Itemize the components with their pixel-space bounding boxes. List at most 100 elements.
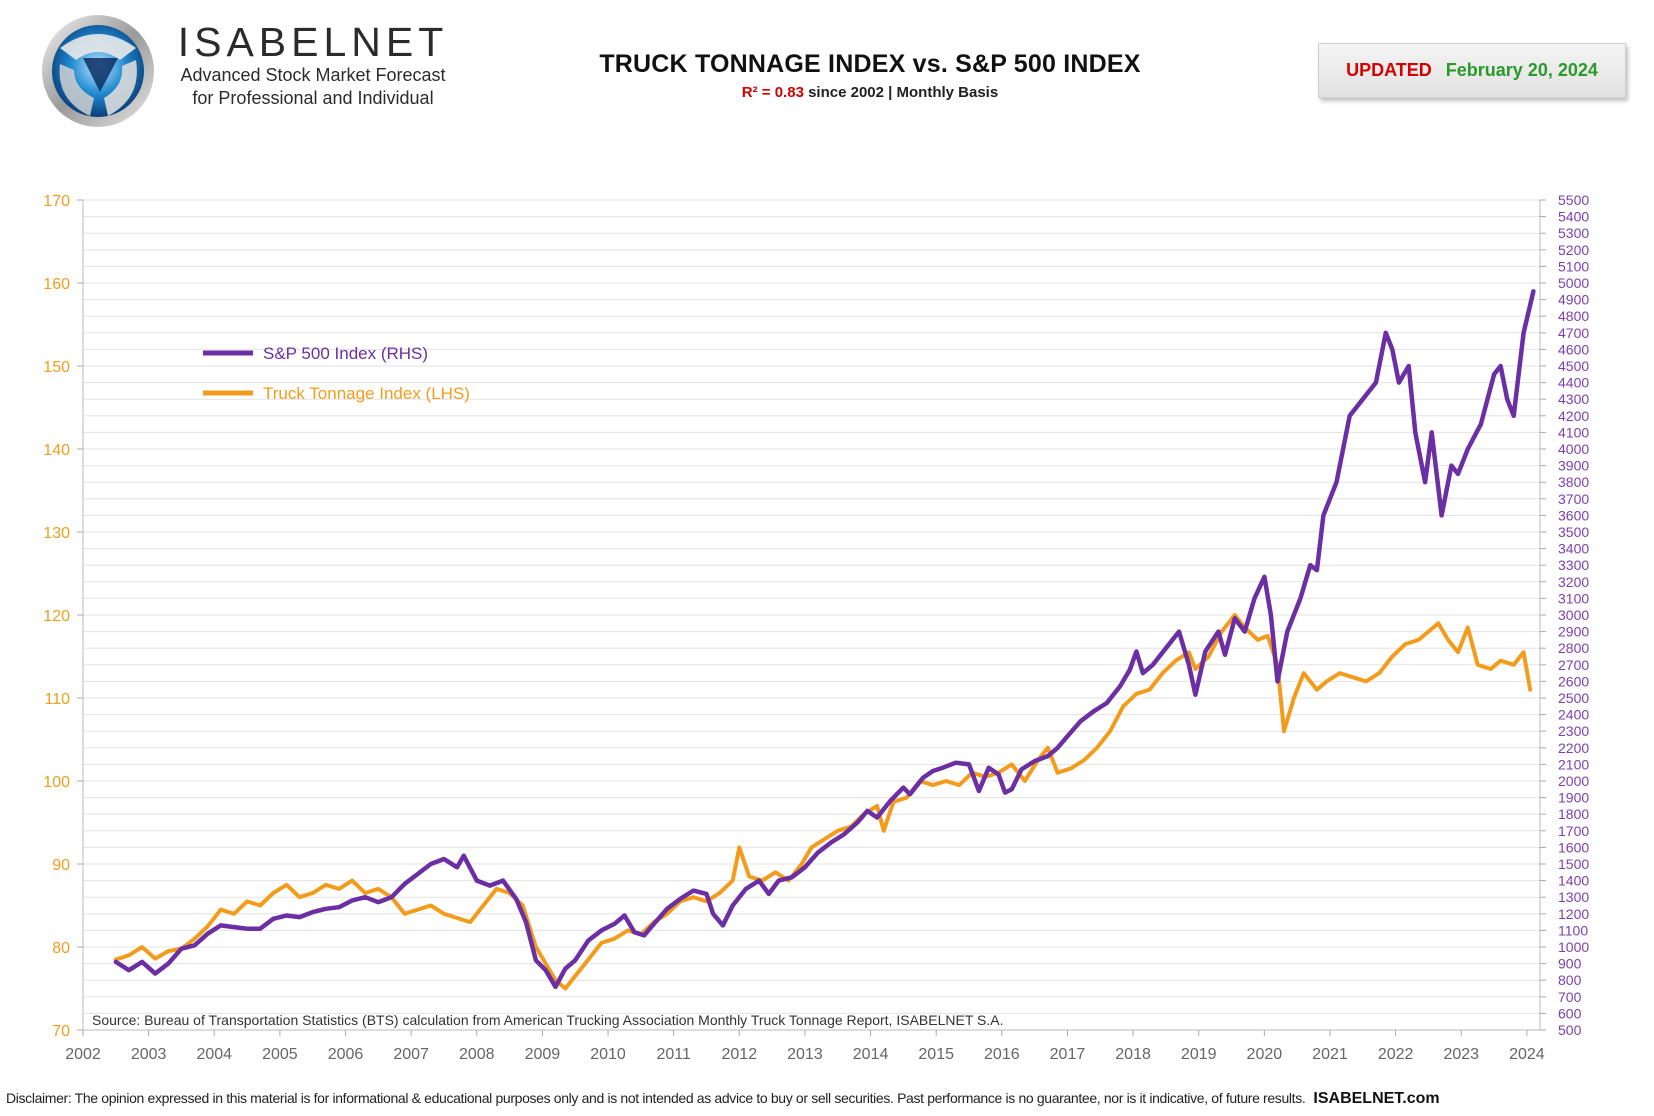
right-tick-label: 4900 <box>1558 292 1589 308</box>
left-tick-label: 90 <box>52 857 70 874</box>
left-tick-label: 100 <box>43 774 70 791</box>
x-tick-label: 2004 <box>196 1046 232 1063</box>
x-tick-label: 2003 <box>131 1046 167 1063</box>
updated-label: UPDATED <box>1346 60 1432 80</box>
right-tick-label: 1700 <box>1558 823 1589 839</box>
disclaimer-text: Disclaimer: The opinion expressed in thi… <box>6 1090 1306 1106</box>
left-tick-label: 150 <box>43 359 70 376</box>
x-tick-label: 2021 <box>1312 1046 1348 1063</box>
right-tick-label: 3500 <box>1558 524 1589 540</box>
legend-label-sp500: S&P 500 Index (RHS) <box>263 344 428 363</box>
left-tick-label: 70 <box>52 1023 70 1040</box>
x-tick-label: 2017 <box>1050 1046 1086 1063</box>
x-tick-label: 2015 <box>918 1046 954 1063</box>
right-tick-label: 3000 <box>1558 607 1589 623</box>
chart-subtitle: R² = 0.83 since 2002 | Monthly Basis <box>560 84 1180 101</box>
r-squared-label: R² = 0.83 <box>741 84 804 101</box>
right-tick-label: 700 <box>1558 989 1582 1005</box>
series-lines <box>113 289 1536 991</box>
x-tick-label: 2002 <box>65 1046 101 1063</box>
right-tick-label: 4500 <box>1558 358 1589 374</box>
right-tick-label: 3400 <box>1558 541 1589 557</box>
brand-tagline-2: for Professional and Individual <box>192 88 434 108</box>
brand-tagline-1: Advanced Stock Market Forecast <box>180 65 446 85</box>
right-tick-label: 3100 <box>1558 590 1589 606</box>
right-tick-label: 2300 <box>1558 723 1589 739</box>
left-tick-label: 120 <box>43 608 70 625</box>
legend: S&P 500 Index (RHS) Truck Tonnage Index (… <box>203 344 470 403</box>
x-tick-label: 2010 <box>590 1046 626 1063</box>
right-tick-label: 1500 <box>1558 856 1589 872</box>
right-tick-label: 3900 <box>1558 458 1589 474</box>
right-tick-label: 1400 <box>1558 873 1589 889</box>
right-tick-label: 2400 <box>1558 707 1589 723</box>
right-tick-label: 4200 <box>1558 408 1589 424</box>
brand-block: ISABELNET Advanced Stock Market Forecast… <box>168 20 458 110</box>
left-tick-label: 130 <box>43 525 70 542</box>
right-tick-label: 2800 <box>1558 640 1589 656</box>
x-tick-label: 2005 <box>262 1046 298 1063</box>
right-tick-label: 4700 <box>1558 325 1589 341</box>
right-tick-label: 5400 <box>1558 209 1589 225</box>
right-tick-label: 1100 <box>1558 922 1588 938</box>
right-tick-label: 1900 <box>1558 790 1589 806</box>
right-tick-label: 3300 <box>1558 557 1589 573</box>
chart-title: TRUCK TONNAGE INDEX vs. S&P 500 INDEX <box>599 50 1141 78</box>
right-tick-label: 4300 <box>1558 391 1589 407</box>
right-tick-label: 1200 <box>1558 906 1589 922</box>
x-tick-label: 2009 <box>525 1046 561 1063</box>
x-tick-label: 2020 <box>1247 1046 1283 1063</box>
right-tick-label: 5200 <box>1558 242 1589 258</box>
right-tick-label: 2000 <box>1558 773 1589 789</box>
right-tick-label: 1300 <box>1558 889 1589 905</box>
right-tick-label: 4800 <box>1558 308 1589 324</box>
left-tick-label: 140 <box>43 442 70 459</box>
right-tick-label: 5500 <box>1558 192 1589 208</box>
right-tick-label: 1800 <box>1558 806 1589 822</box>
x-tick-label: 2011 <box>656 1046 691 1063</box>
x-tick-label: 2022 <box>1378 1046 1414 1063</box>
right-tick-label: 1600 <box>1558 839 1589 855</box>
right-tick-label: 900 <box>1558 956 1582 972</box>
grid-lines <box>83 199 1540 1031</box>
right-tick-label: 4000 <box>1558 441 1589 457</box>
x-tick-label: 2016 <box>984 1046 1020 1063</box>
left-tick-label: 80 <box>52 940 70 957</box>
right-tick-label: 3600 <box>1558 507 1589 523</box>
x-tick-label: 2007 <box>393 1046 429 1063</box>
left-tick-label: 170 <box>43 193 70 210</box>
truck-tonnage-line <box>113 613 1533 991</box>
left-tick-label: 160 <box>43 276 70 293</box>
right-tick-label: 2200 <box>1558 740 1589 756</box>
x-tick-label: 2024 <box>1509 1046 1545 1063</box>
sp500-line <box>113 289 1536 990</box>
updated-date: February 20, 2024 <box>1445 60 1598 80</box>
right-tick-label: 2600 <box>1558 673 1589 689</box>
x-tick-label: 2012 <box>722 1046 758 1063</box>
right-tick-label: 2100 <box>1558 756 1589 772</box>
title-block: TRUCK TONNAGE INDEX vs. S&P 500 INDEX R²… <box>560 50 1180 101</box>
source-note: Source: Bureau of Transportation Statist… <box>92 1012 1003 1028</box>
right-tick-label: 3700 <box>1558 491 1589 507</box>
right-tick-label: 4100 <box>1558 424 1589 440</box>
subtitle-rest: since 2002 | Monthly Basis <box>803 84 999 101</box>
x-tick-label: 2014 <box>853 1046 889 1063</box>
legend-label-truck: Truck Tonnage Index (LHS) <box>263 384 470 403</box>
right-tick-label: 2700 <box>1558 657 1589 673</box>
right-tick-label: 500 <box>1558 1022 1582 1038</box>
right-tick-label: 800 <box>1558 972 1582 988</box>
right-tick-label: 2500 <box>1558 690 1589 706</box>
right-tick-label: 4600 <box>1558 341 1589 357</box>
right-tick-label: 1000 <box>1558 939 1589 955</box>
left-tick-label: 110 <box>44 691 70 708</box>
right-tick-label: 3200 <box>1558 574 1589 590</box>
x-tick-label: 2013 <box>787 1046 823 1063</box>
axes: 70 80 90 100 110 120 130 140 150 160 170 5006007008… <box>43 192 1589 1063</box>
right-tick-label: 4400 <box>1558 375 1589 391</box>
x-tick-label: 2019 <box>1181 1046 1217 1063</box>
x-tick-label: 2006 <box>328 1046 364 1063</box>
isabelnet-logo <box>38 8 163 136</box>
right-tick-label: 600 <box>1558 1005 1582 1021</box>
updated-badge: UPDATED February 20, 2024 <box>1318 43 1626 98</box>
